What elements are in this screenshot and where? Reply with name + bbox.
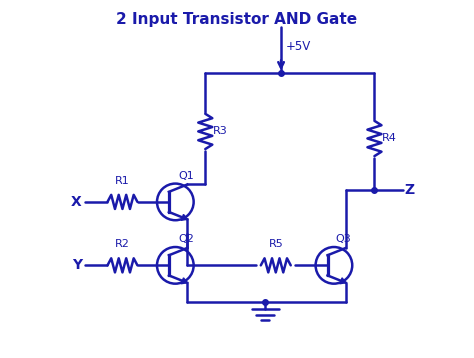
Text: R3: R3 bbox=[213, 126, 228, 136]
Text: 2 Input Transistor AND Gate: 2 Input Transistor AND Gate bbox=[117, 11, 357, 26]
Text: Y: Y bbox=[72, 258, 82, 272]
Text: Z: Z bbox=[404, 183, 415, 197]
Text: Q2: Q2 bbox=[179, 234, 195, 244]
Text: Q3: Q3 bbox=[336, 234, 351, 244]
Text: +5V: +5V bbox=[285, 40, 310, 53]
Text: R5: R5 bbox=[268, 240, 283, 250]
Text: R2: R2 bbox=[115, 240, 130, 250]
Polygon shape bbox=[181, 214, 187, 220]
Text: Q1: Q1 bbox=[179, 171, 195, 181]
Text: R1: R1 bbox=[115, 176, 130, 186]
Polygon shape bbox=[340, 278, 346, 284]
Text: X: X bbox=[71, 195, 82, 209]
Polygon shape bbox=[181, 278, 187, 284]
Text: R4: R4 bbox=[382, 134, 396, 144]
